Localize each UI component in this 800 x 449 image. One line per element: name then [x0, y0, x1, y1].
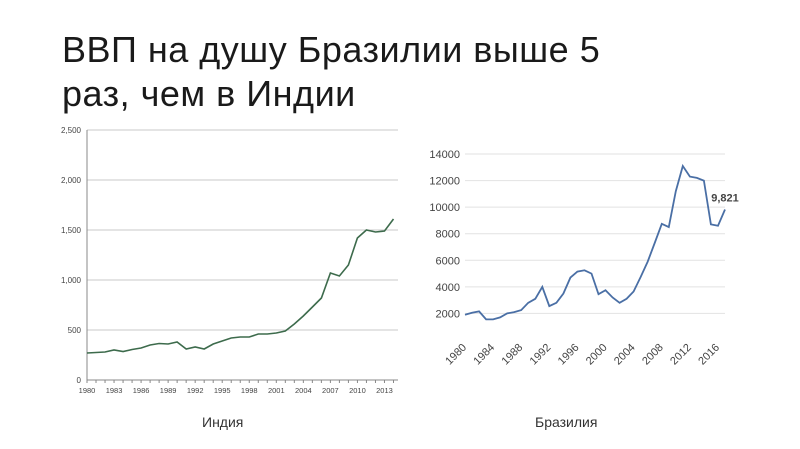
india-y-tick-label: 1,500	[61, 226, 82, 235]
brazil-last-value-label: 9,821	[711, 193, 739, 205]
brazil-y-tick-label: 4000	[436, 282, 460, 294]
india-y-tick-label: 2,500	[61, 126, 82, 135]
india-x-tick-label: 2007	[322, 386, 339, 395]
brazil-x-tick-label: 1980	[443, 342, 469, 368]
slide-title-line1: ВВП на душу Бразилии выше 5	[62, 29, 601, 70]
india-x-tick-label: 2004	[295, 386, 312, 395]
brazil-x-tick-label: 1992	[528, 342, 554, 368]
brazil-x-tick-label: 2012	[668, 342, 694, 368]
slide-title: ВВП на душу Бразилии выше 5 раз, чем в И…	[62, 28, 702, 116]
brazil-y-tick-label: 12000	[429, 176, 460, 188]
india-x-tick-label: 1992	[187, 386, 204, 395]
brazil-x-tick-label: 2004	[612, 342, 638, 368]
brazil-y-tick-label: 8000	[436, 229, 460, 241]
india-gdp-chart: 0 500 1,000 1,500 2,000 2,500 1980 1983 1986 1989…	[61, 126, 398, 395]
india-x-tick-label: 2013	[376, 386, 393, 395]
brazil-x-tick-label: 1996	[556, 342, 582, 368]
brazil-x-tick-label: 2000	[584, 342, 610, 368]
brazil-x-tick-label: 2016	[696, 342, 722, 368]
brazil-y-tick-label: 6000	[436, 255, 460, 267]
india-y-tick-label: 2,000	[61, 176, 82, 185]
india-x-tick-label: 1986	[133, 386, 150, 395]
india-caption: Индия	[202, 414, 244, 430]
slide-title-line2: раз, чем в Индии	[62, 73, 356, 114]
india-gdp-line	[86, 218, 395, 354]
india-x-tick-label: 2010	[349, 386, 366, 395]
brazil-x-tick-label: 2008	[640, 342, 666, 368]
brazil-gdp-line	[464, 163, 726, 321]
india-x-tick-label: 2001	[268, 386, 285, 395]
india-x-tick-label: 1995	[214, 386, 231, 395]
india-x-tick-label: 1998	[241, 386, 258, 395]
india-x-tick-label: 1983	[106, 386, 123, 395]
brazil-caption: Бразилия	[535, 414, 598, 430]
india-x-tick-label: 1980	[79, 386, 96, 395]
brazil-y-tick-label: 10000	[429, 202, 460, 214]
india-y-tick-label: 0	[77, 376, 82, 385]
india-x-tick-label: 1989	[160, 386, 177, 395]
brazil-x-tick-label: 1984	[471, 342, 497, 368]
brazil-x-tick-label: 1988	[500, 342, 526, 368]
brazil-y-tick-label: 2000	[436, 308, 460, 320]
brazil-y-tick-label: 14000	[429, 149, 460, 161]
india-y-tick-label: 500	[68, 326, 82, 335]
india-y-tick-label: 1,000	[61, 276, 82, 285]
